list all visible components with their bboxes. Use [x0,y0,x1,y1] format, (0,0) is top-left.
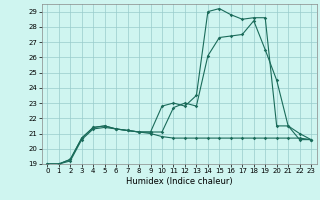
X-axis label: Humidex (Indice chaleur): Humidex (Indice chaleur) [126,177,233,186]
